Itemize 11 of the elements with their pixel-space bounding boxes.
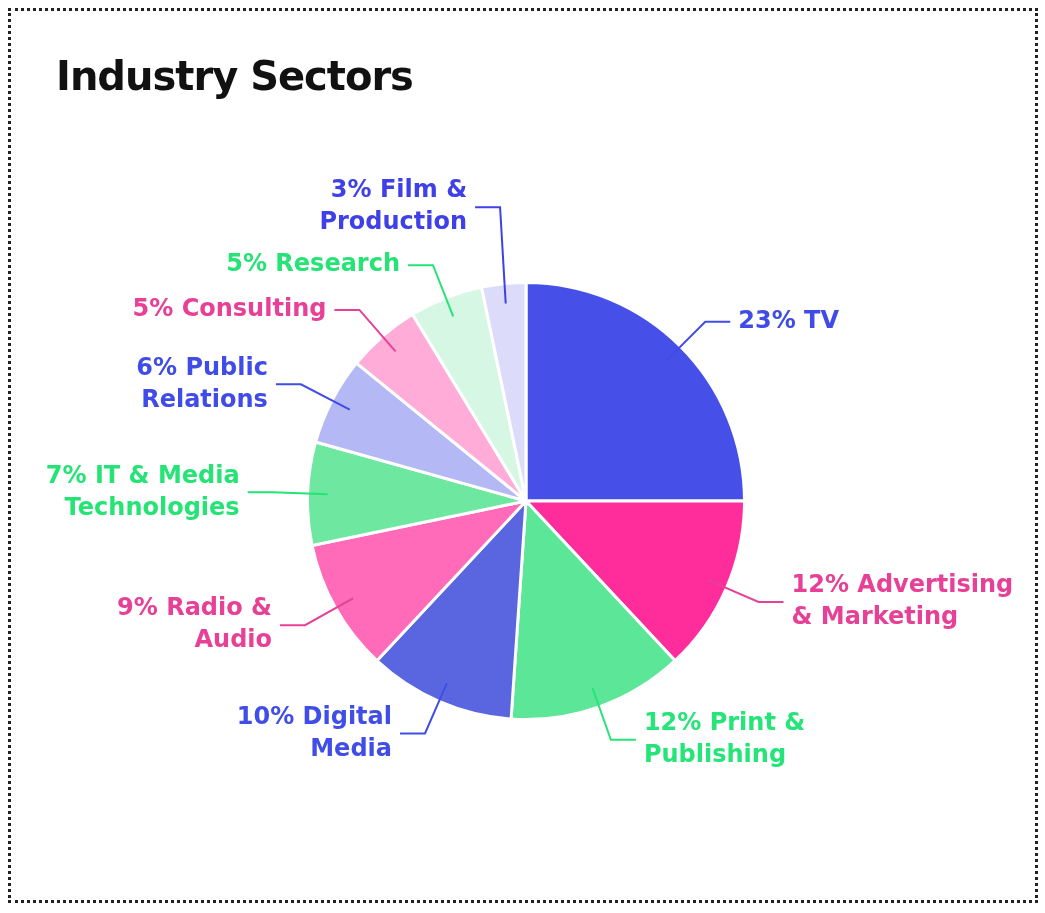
slice-label: 23% TV — [738, 305, 840, 334]
slice-label: 3% Film & Production — [319, 175, 468, 236]
slice-label: 5% Consulting — [132, 294, 327, 323]
chart-title: Industry Sectors — [56, 53, 413, 99]
slice-label: 12% Advertising & Marketing — [791, 570, 1014, 631]
slice-label: 10% Digital Media — [236, 701, 393, 762]
slice-label: 12% Print & Publishing — [643, 708, 806, 769]
slice-label: 9% Radio & Audio — [117, 593, 273, 654]
slice-label: 5% Research — [226, 249, 400, 278]
slice-label: 6% Public Relations — [136, 352, 268, 413]
slice-label: 7% IT & Media Technologies — [45, 460, 240, 521]
